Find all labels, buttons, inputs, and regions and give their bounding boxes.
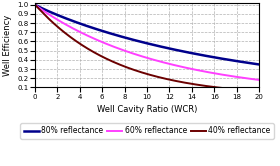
40% reflectance xyxy=(33,4,36,6)
Line: 40% reflectance: 40% reflectance xyxy=(35,5,259,91)
Line: 60% reflectance: 60% reflectance xyxy=(35,5,259,80)
40% reflectance xyxy=(155,76,158,78)
60% reflectance xyxy=(217,73,220,75)
40% reflectance xyxy=(167,78,170,80)
40% reflectance xyxy=(217,87,220,89)
40% reflectance xyxy=(252,90,255,92)
80% reflectance xyxy=(33,4,36,6)
Legend: 80% reflectance, 60% reflectance, 40% reflectance: 80% reflectance, 60% reflectance, 40% re… xyxy=(20,123,274,138)
80% reflectance xyxy=(258,63,261,65)
60% reflectance xyxy=(141,56,144,58)
40% reflectance xyxy=(258,90,261,92)
80% reflectance xyxy=(252,63,255,65)
80% reflectance xyxy=(217,57,220,59)
60% reflectance xyxy=(167,63,170,65)
80% reflectance xyxy=(167,47,170,49)
60% reflectance xyxy=(140,55,143,57)
80% reflectance xyxy=(140,41,143,43)
X-axis label: Well Cavity Ratio (WCR): Well Cavity Ratio (WCR) xyxy=(97,105,197,114)
80% reflectance xyxy=(155,44,158,46)
60% reflectance xyxy=(252,78,255,80)
60% reflectance xyxy=(258,79,261,81)
80% reflectance xyxy=(141,41,144,43)
40% reflectance xyxy=(140,71,143,73)
60% reflectance xyxy=(155,59,158,61)
60% reflectance xyxy=(33,4,36,6)
40% reflectance xyxy=(141,72,144,74)
Y-axis label: Well Efficiency: Well Efficiency xyxy=(3,14,12,76)
Line: 80% reflectance: 80% reflectance xyxy=(35,5,259,64)
